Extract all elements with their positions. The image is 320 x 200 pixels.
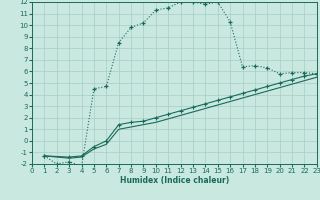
- X-axis label: Humidex (Indice chaleur): Humidex (Indice chaleur): [120, 176, 229, 185]
